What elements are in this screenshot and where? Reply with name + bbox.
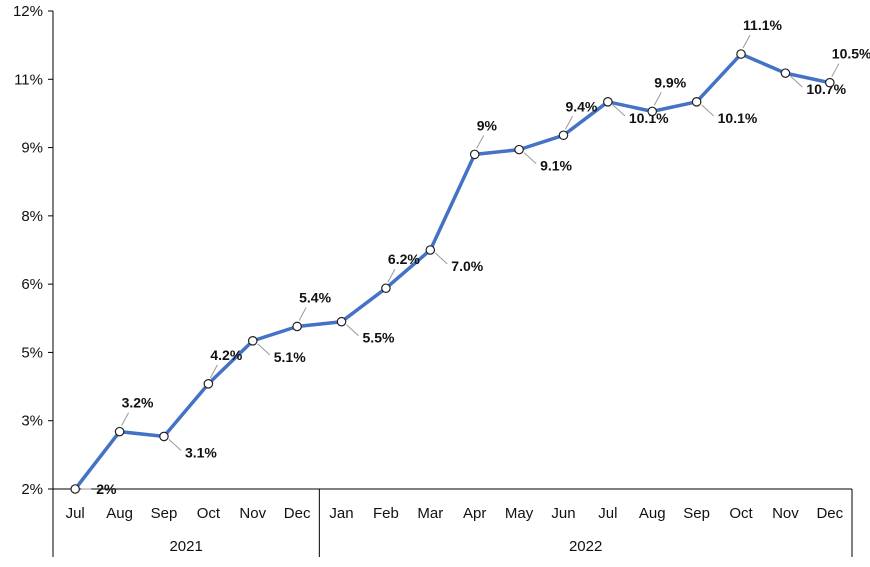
- x-tick-label: Dec: [284, 505, 311, 522]
- x-tick-label: Jan: [329, 505, 353, 522]
- y-tick-label: 8%: [21, 208, 43, 225]
- x-tick-label: May: [505, 505, 534, 522]
- data-point: [70, 484, 80, 494]
- x-tick-label: Nov: [772, 505, 799, 522]
- data-label: 2%: [96, 481, 117, 497]
- data-label: 9.1%: [540, 158, 572, 174]
- data-label: 10.5%: [832, 46, 870, 62]
- series-line: [73, 52, 832, 491]
- data-label: 3.1%: [185, 444, 217, 460]
- data-label: 9.9%: [654, 74, 686, 90]
- x-tick-label: Oct: [197, 505, 221, 522]
- x-tick-label: Aug: [106, 505, 133, 522]
- data-point: [558, 130, 569, 141]
- data-point: [691, 97, 702, 107]
- y-tick-label: 3%: [21, 413, 43, 430]
- data-label-leader: [168, 439, 182, 451]
- y-tick-label: 6%: [21, 276, 43, 293]
- data-point: [203, 379, 214, 389]
- data-point: [780, 68, 791, 78]
- data-label: 7.0%: [451, 258, 483, 274]
- data-label: 3.2%: [122, 395, 154, 411]
- x-tick-label: Jul: [66, 505, 85, 522]
- data-label-leader: [346, 324, 359, 337]
- data-point: [825, 77, 835, 88]
- data-point: [425, 245, 436, 255]
- x-tick-label: Nov: [239, 505, 266, 522]
- data-label-leader: [387, 269, 396, 283]
- data-label: 5.1%: [274, 349, 306, 365]
- data-label: 4.2%: [210, 347, 242, 363]
- data-point: [647, 106, 658, 117]
- group-label: 2021: [169, 538, 202, 555]
- data-label: 10.1%: [718, 110, 758, 126]
- data-label-leader: [565, 116, 573, 130]
- x-tick-label: Sep: [151, 505, 178, 522]
- x-tick-label: Oct: [729, 505, 753, 522]
- x-tick-label: Dec: [816, 505, 843, 522]
- data-label: 5.5%: [363, 330, 395, 346]
- data-point: [381, 283, 391, 294]
- data-label: 9%: [477, 117, 498, 133]
- data-label-leader: [209, 364, 218, 379]
- data-label-leader: [790, 75, 803, 88]
- x-tick-label: Jul: [598, 505, 617, 522]
- x-tick-label: Mar: [417, 505, 443, 522]
- data-label: 6.2%: [388, 251, 420, 267]
- x-tick-label: Sep: [683, 505, 710, 522]
- data-label-leader: [476, 135, 485, 149]
- data-label-leader: [742, 34, 751, 49]
- data-point: [114, 426, 125, 437]
- data-point: [469, 149, 480, 160]
- group-label: 2022: [569, 538, 602, 555]
- data-label: 11.1%: [743, 17, 782, 33]
- data-label-leader: [701, 104, 714, 117]
- x-tick-label: Feb: [373, 505, 399, 522]
- data-label-leader: [257, 343, 271, 356]
- data-point: [336, 316, 347, 327]
- y-tick-label: 9%: [21, 140, 43, 157]
- data-label-leader: [434, 252, 448, 265]
- x-tick-label: Jun: [551, 505, 575, 522]
- y-tick-label: 5%: [21, 344, 43, 361]
- data-label-leader: [298, 307, 307, 321]
- data-point: [292, 321, 302, 332]
- data-label: 10.1%: [629, 110, 669, 126]
- data-label: 9.4%: [565, 98, 597, 114]
- data-point: [603, 97, 613, 107]
- y-tick-label: 11%: [14, 71, 43, 88]
- x-tick-label: Aug: [639, 505, 666, 522]
- data-point: [159, 431, 169, 442]
- data-label: 5.4%: [299, 289, 331, 305]
- data-point: [247, 336, 258, 346]
- data-label-leader: [612, 104, 626, 117]
- data-label-leader: [653, 92, 662, 106]
- data-label-leader: [831, 63, 840, 77]
- data-point: [514, 144, 524, 155]
- data-label-leader: [523, 152, 537, 164]
- data-label: 10.7%: [806, 81, 846, 97]
- y-tick-label: 2%: [21, 481, 43, 498]
- y-tick-label: 12%: [13, 3, 43, 20]
- data-point: [736, 49, 746, 59]
- data-label-leader: [121, 412, 130, 426]
- x-tick-label: Apr: [463, 505, 486, 522]
